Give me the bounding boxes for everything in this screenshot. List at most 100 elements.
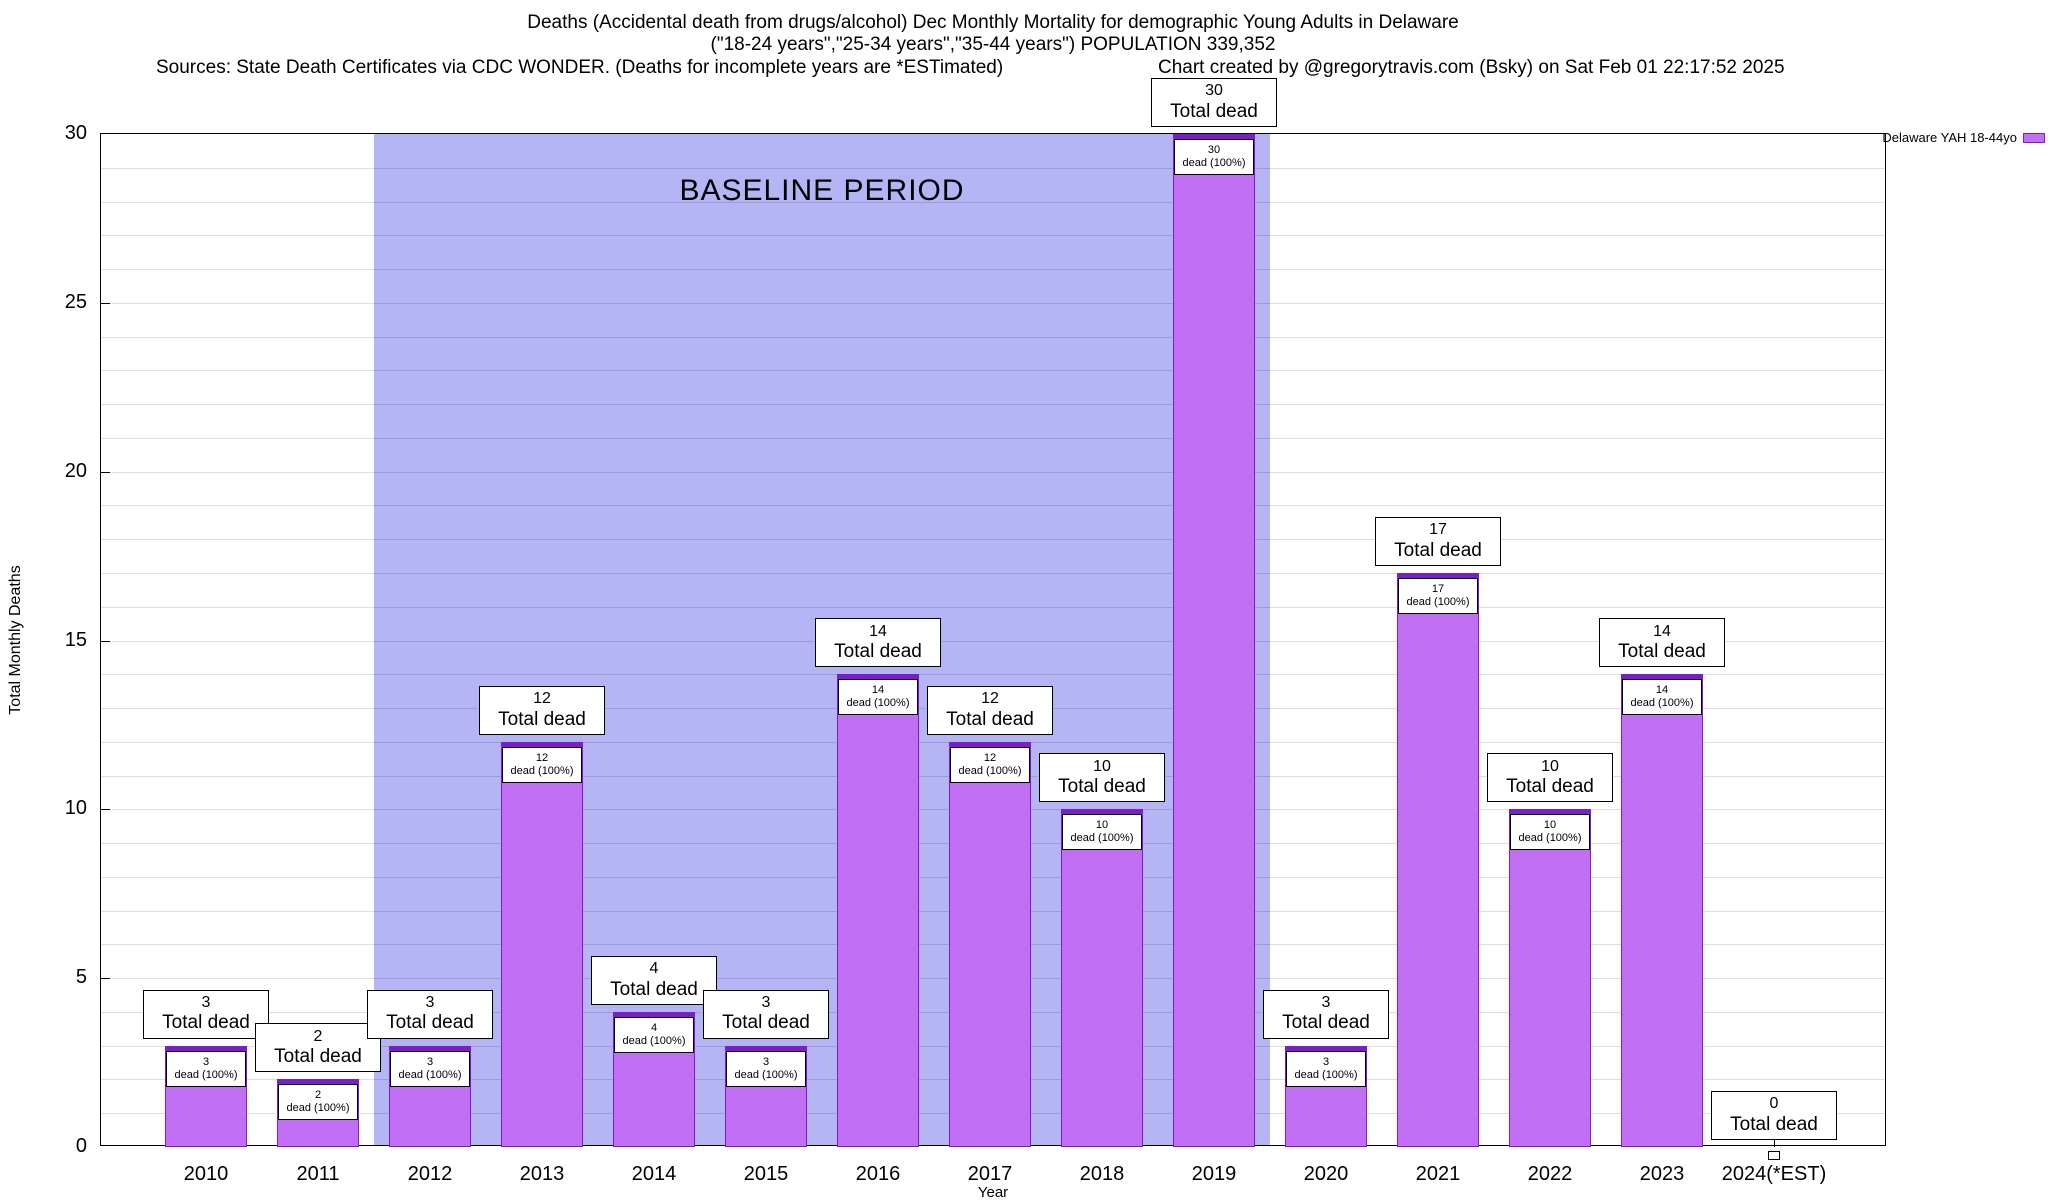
y-tick-label-5: 5: [75, 966, 87, 989]
total-dead-label: Total dead: [1170, 100, 1258, 122]
gridline: [101, 606, 1885, 608]
dead-pct-value: 4: [650, 1021, 658, 1034]
gridline: [101, 404, 1885, 406]
dead-pct-label: dead (100%): [1406, 595, 1470, 608]
y-tick-label-15: 15: [64, 628, 87, 651]
dead-pct-value: 3: [426, 1055, 434, 1068]
total-dead-box-2024(*EST): 0 Total dead: [1711, 1091, 1837, 1140]
total-dead-label: Total dead: [162, 1012, 250, 1034]
legend: Delaware YAH 18-44yo: [1882, 130, 2045, 145]
chart-title-line1: Deaths (Accidental death from drugs/alco…: [527, 12, 1459, 33]
y-tick-label-10: 10: [64, 797, 87, 820]
total-dead-value: 12: [533, 690, 551, 708]
gridline: [101, 269, 1885, 271]
total-dead-box-2016: 14 Total dead: [815, 618, 941, 668]
bar-2017: [949, 741, 1031, 1147]
x-tick-label-2017: 2017: [967, 1163, 1013, 1185]
total-dead-label: Total dead: [498, 708, 586, 730]
dead-pct-value: 12: [983, 751, 997, 764]
zero-bar-marker-2024(*EST): [1768, 1151, 1780, 1160]
total-dead-value: 4: [649, 960, 659, 978]
dead-pct-label: dead (100%): [734, 1068, 798, 1081]
dead-pct-box-2014: 4 dead (100%): [614, 1016, 694, 1053]
total-dead-value: 30: [1205, 82, 1223, 100]
x-tick-label-2014: 2014: [631, 1163, 677, 1185]
total-dead-value: 12: [981, 690, 999, 708]
dead-pct-value: 12: [535, 751, 549, 764]
y-tick-mark: [101, 471, 110, 473]
gridline: [101, 201, 1885, 203]
dead-pct-value: 30: [1207, 143, 1221, 156]
y-tick-label-30: 30: [64, 122, 87, 144]
dead-pct-box-2015: 3 dead (100%): [726, 1050, 806, 1087]
bar-2016: [837, 674, 919, 1147]
gridline: [101, 505, 1885, 507]
bar-2018: [1061, 809, 1143, 1147]
total-dead-value: 3: [201, 994, 211, 1012]
dead-pct-value: 17: [1431, 582, 1445, 595]
total-dead-label: Total dead: [1394, 539, 1482, 561]
bar-2019: [1173, 134, 1255, 1147]
dead-pct-label: dead (100%): [1630, 697, 1694, 710]
total-dead-label: Total dead: [1730, 1113, 1818, 1135]
dead-pct-value: 2: [314, 1089, 322, 1102]
x-tick-label-2021: 2021: [1415, 1163, 1461, 1185]
total-dead-box-2022: 10 Total dead: [1487, 753, 1613, 803]
chart-title-line2: ("18-24 years","25-34 years","35-44 year…: [710, 34, 1276, 55]
gridline: [101, 167, 1885, 169]
dead-pct-label: dead (100%): [958, 764, 1022, 777]
dead-pct-label: dead (100%): [1518, 832, 1582, 845]
total-dead-value: 10: [1541, 757, 1559, 775]
dead-pct-box-2021: 17 dead (100%): [1398, 577, 1478, 614]
dead-pct-value: 14: [1655, 684, 1669, 697]
dead-pct-box-2018: 10 dead (100%): [1062, 814, 1142, 851]
gridline: [101, 572, 1885, 574]
gridline: [101, 539, 1885, 541]
plot-area: BASELINE PERIOD 0 5 10 15 20 25 30 3 dead (100%) 3…: [65, 78, 1886, 1185]
dead-pct-label: dead (100%): [1294, 1068, 1358, 1081]
total-dead-value: 3: [761, 994, 771, 1012]
dead-pct-value: 10: [1095, 819, 1109, 832]
x-tick-label-2015: 2015: [743, 1163, 789, 1185]
gridline: [101, 370, 1885, 372]
dead-pct-label: dead (100%): [286, 1102, 350, 1115]
dead-pct-label: dead (100%): [846, 697, 910, 710]
total-dead-box-2020: 3 Total dead: [1263, 989, 1389, 1039]
total-dead-label: Total dead: [946, 708, 1034, 730]
total-dead-label: Total dead: [1058, 776, 1146, 798]
dead-pct-box-2012: 3 dead (100%): [390, 1050, 470, 1087]
total-dead-box-2021: 17 Total dead: [1375, 516, 1501, 566]
x-tick-label-2020: 2020: [1303, 1163, 1349, 1185]
total-dead-label: Total dead: [386, 1012, 474, 1034]
total-dead-value: 17: [1429, 521, 1447, 539]
dead-pct-box-2019: 30 dead (100%): [1174, 139, 1254, 175]
dead-pct-box-2022: 10 dead (100%): [1510, 814, 1590, 851]
bar-2013: [501, 741, 583, 1147]
y-tick-label-25: 25: [64, 290, 87, 313]
total-dead-box-2010: 3 Total dead: [143, 989, 269, 1039]
baseline-period-label: BASELINE PERIOD: [679, 174, 965, 207]
dead-pct-label: dead (100%): [398, 1068, 462, 1081]
total-dead-box-2011: 2 Total dead: [255, 1023, 381, 1073]
gridline: [101, 437, 1885, 439]
dead-pct-box-2010: 3 dead (100%): [166, 1050, 246, 1087]
y-tick-label-20: 20: [64, 459, 87, 482]
total-dead-value: 3: [1321, 994, 1331, 1012]
dead-pct-box-2023: 14 dead (100%): [1622, 679, 1702, 716]
x-tick-label-2013: 2013: [519, 1163, 565, 1185]
chart-credit: Chart created by @gregorytravis.com (Bsk…: [1158, 57, 1785, 78]
total-dead-value: 14: [869, 622, 887, 640]
total-dead-label: Total dead: [834, 641, 922, 663]
y-tick-label-0: 0: [75, 1135, 87, 1157]
dead-pct-box-2016: 14 dead (100%): [838, 679, 918, 716]
bar-2022: [1509, 809, 1591, 1147]
total-dead-box-2019: 30 Total dead: [1151, 78, 1277, 127]
total-dead-label: Total dead: [610, 978, 698, 1000]
x-tick-mark: [1774, 1138, 1775, 1147]
dead-pct-box-2020: 3 dead (100%): [1286, 1050, 1366, 1087]
dead-pct-label: dead (100%): [174, 1068, 238, 1081]
dead-pct-box-2017: 12 dead (100%): [950, 746, 1030, 783]
total-dead-box-2017: 12 Total dead: [927, 685, 1053, 735]
total-dead-label: Total dead: [1618, 641, 1706, 663]
total-dead-box-2015: 3 Total dead: [703, 989, 829, 1039]
